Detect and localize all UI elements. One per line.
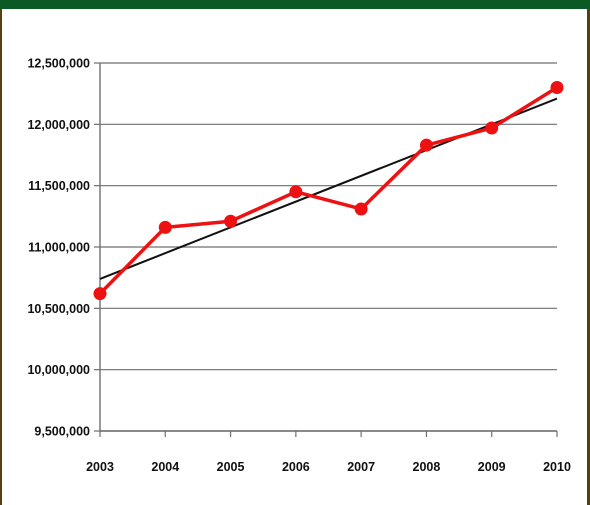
- x-tick-label: 2008: [413, 460, 441, 474]
- grid-lines: [94, 62, 557, 432]
- x-tick-label: 2005: [217, 460, 245, 474]
- x-tick-labels: 2003 2004 2005 2006 2007 2008 2009 2010: [86, 460, 571, 474]
- trendline: [99, 97, 558, 280]
- x-tick-label: 2003: [86, 460, 114, 474]
- data-point: [289, 185, 303, 199]
- series-line: [98, 86, 558, 295]
- data-point: [158, 220, 172, 234]
- data-point: [485, 121, 499, 135]
- axes: [99, 63, 558, 437]
- data-point: [224, 214, 238, 228]
- x-tick-label: 2007: [347, 460, 375, 474]
- x-tick-label: 2010: [543, 460, 571, 474]
- y-tick-labels: 9,500,000 10,000,000 10,500,000 11,000,000 1…: [27, 57, 90, 439]
- y-tick-label: 10,000,000: [27, 363, 90, 377]
- trendline-layer: [99, 97, 558, 280]
- y-tick-label: 11,500,000: [28, 179, 90, 193]
- data-point: [354, 202, 368, 216]
- x-tick-label: 2004: [151, 460, 179, 474]
- header-bar: [0, 0, 590, 9]
- data-point: [419, 138, 433, 152]
- x-tick-label: 2009: [478, 460, 506, 474]
- data-point: [550, 81, 564, 95]
- x-tick-label: 2006: [282, 460, 310, 474]
- y-tick-label: 12,500,000: [27, 57, 90, 71]
- y-tick-label: 11,000,000: [28, 241, 90, 255]
- data-point: [93, 287, 107, 301]
- series-layer: [93, 81, 564, 301]
- y-tick-label: 10,500,000: [27, 302, 90, 316]
- y-tick-label: 9,500,000: [34, 425, 90, 439]
- y-tick-label: 12,000,000: [27, 118, 90, 132]
